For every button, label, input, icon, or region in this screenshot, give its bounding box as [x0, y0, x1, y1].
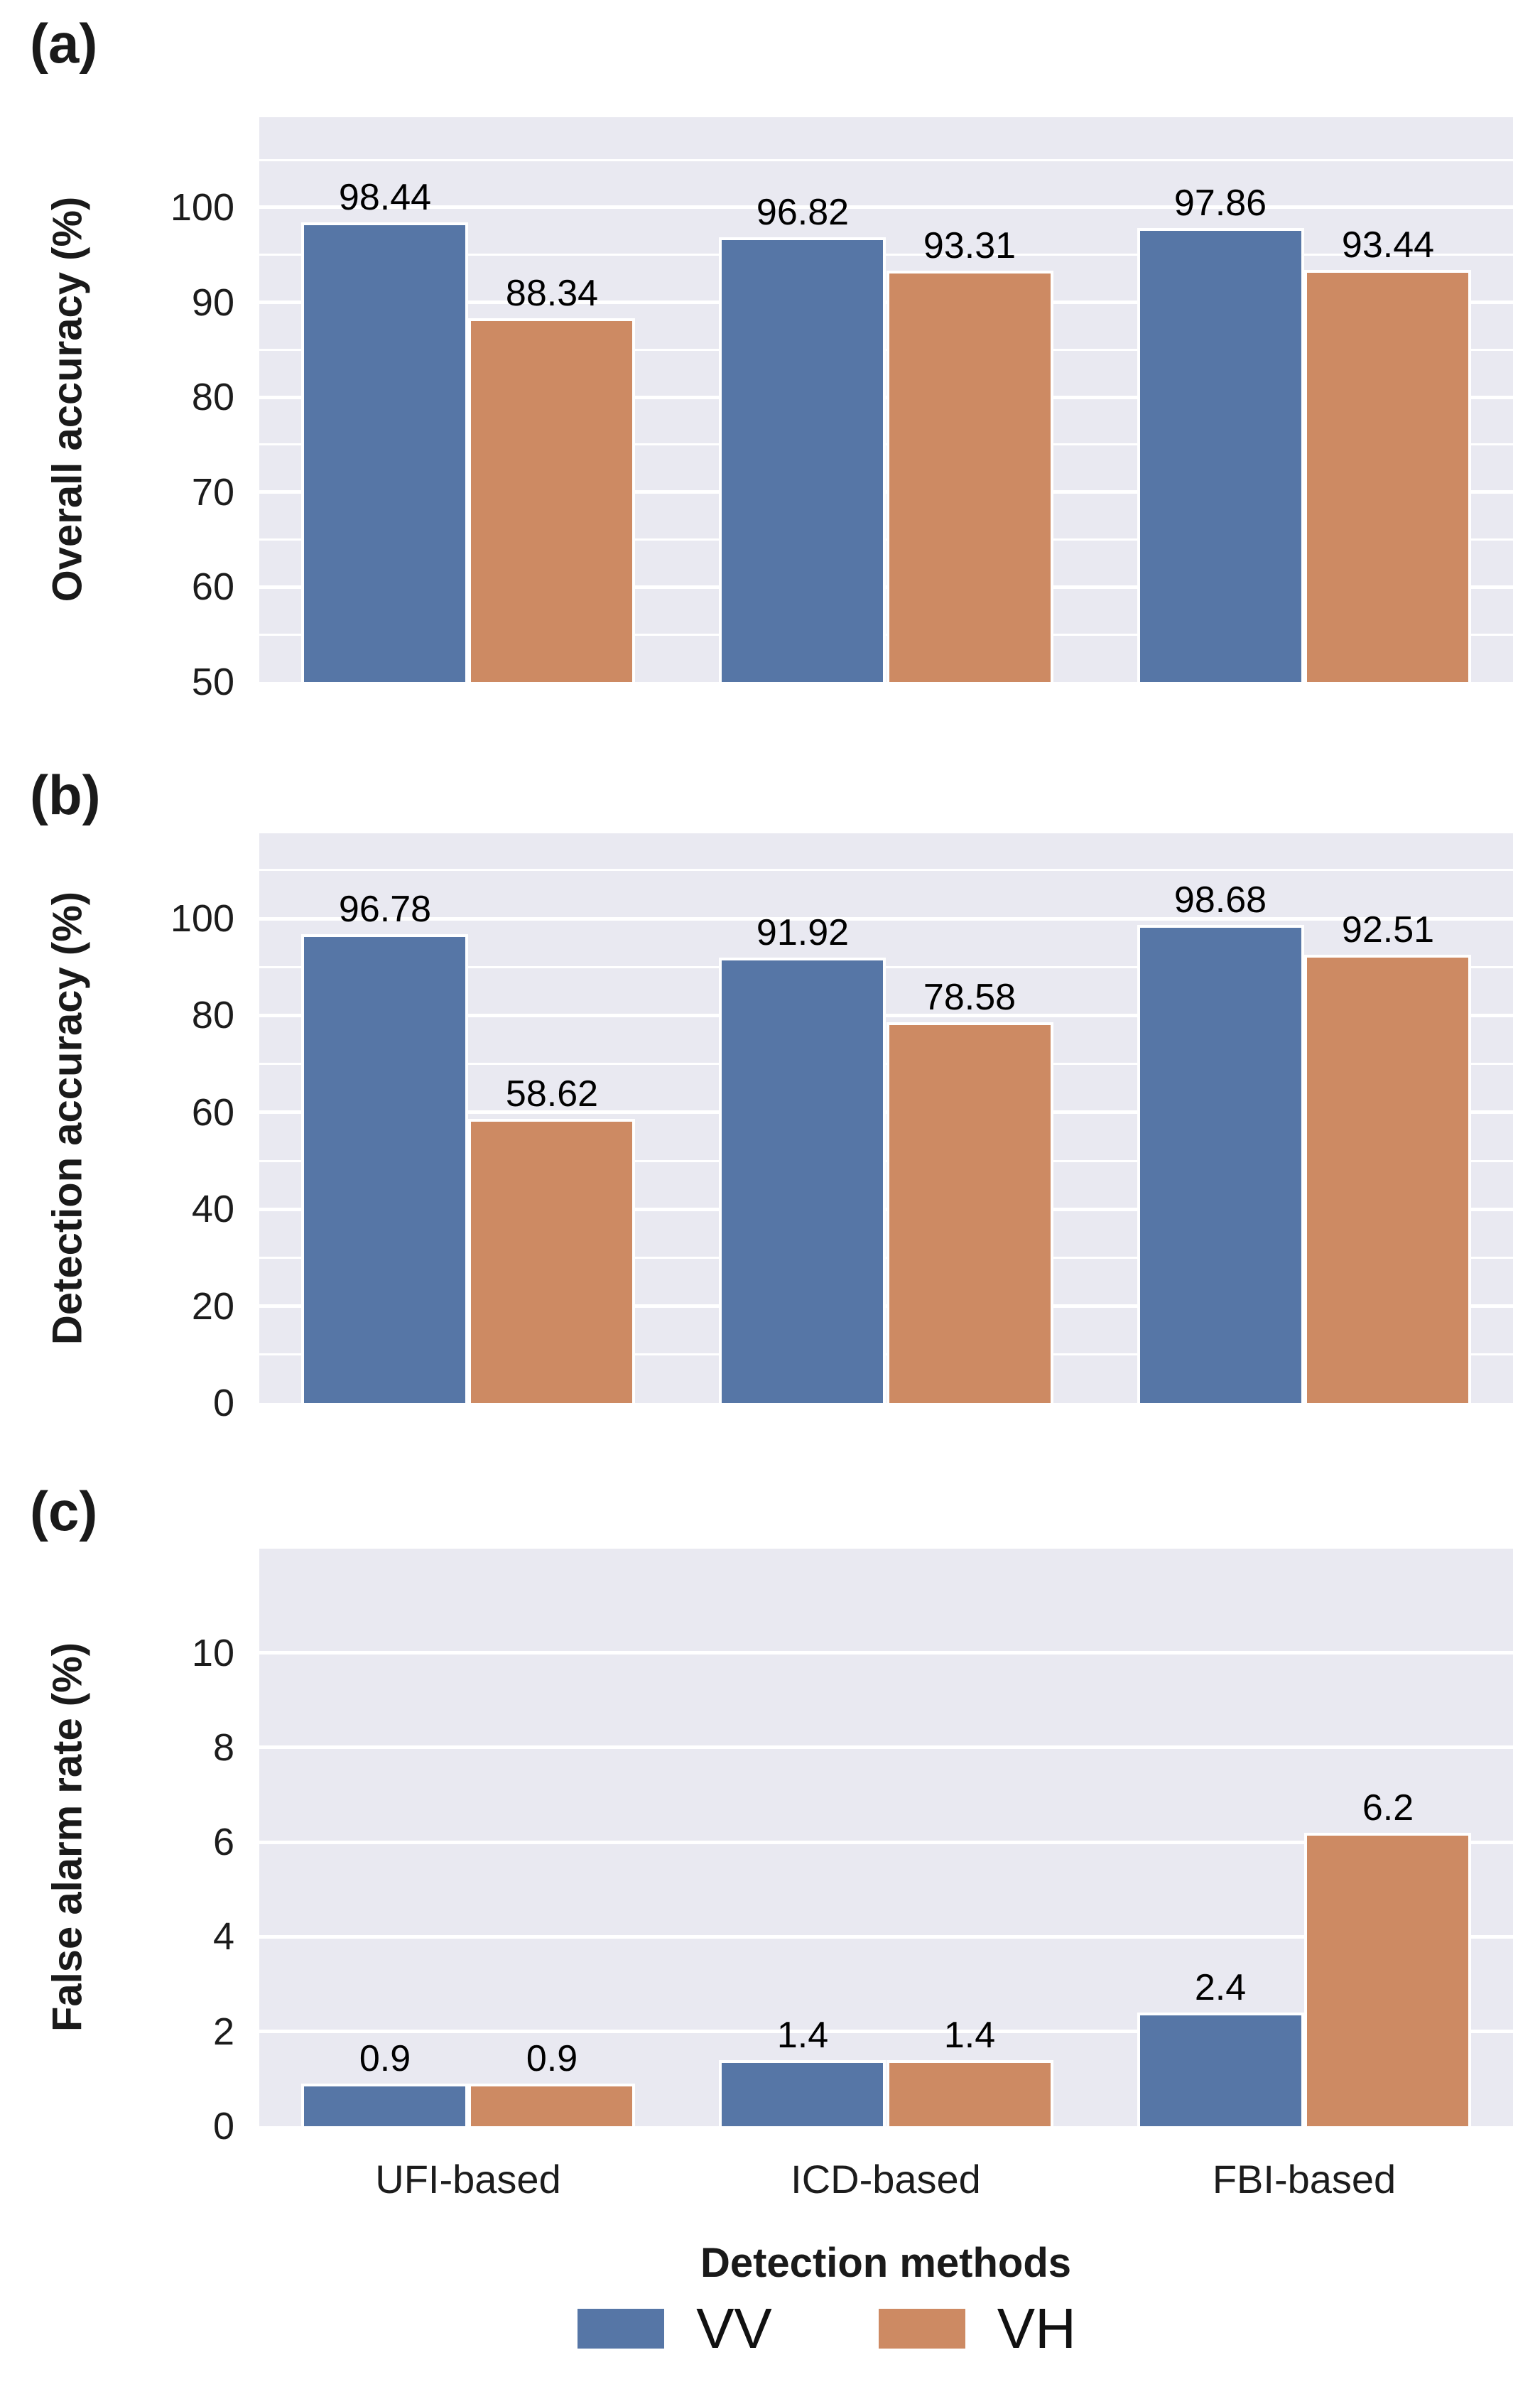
y-tick-label: 0 [212, 2105, 234, 2148]
bar-vv-fbi-based [1137, 228, 1304, 682]
bar-value-label: 0.9 [359, 2038, 411, 2079]
gridline [259, 1935, 1513, 1939]
plot-area-a: 98.44 88.34 96.82 93.31 97.86 93.44 [259, 117, 1513, 682]
bar-value-label: 97.86 [1173, 183, 1267, 224]
bar-vh-fbi-based [1304, 270, 1471, 682]
y-tick-label: 60 [191, 1091, 234, 1134]
bar-vv-icd-based [719, 958, 886, 1403]
bar-value-label: 6.2 [1362, 1787, 1414, 1829]
bar-vh-icd-based [886, 2060, 1053, 2126]
bar-value-label: 93.44 [1341, 224, 1435, 266]
x-axis-label: Detection methods [700, 2240, 1072, 2286]
gridline [259, 443, 1513, 445]
bar-vh-ufi-based [468, 318, 635, 682]
bar-vv-icd-based [719, 237, 886, 682]
y-tick-label: 40 [191, 1188, 234, 1230]
gridline [259, 869, 1513, 871]
gridline [259, 1208, 1513, 1211]
panel-letter-c: (c) [30, 1480, 98, 1542]
bar-value-label: 1.4 [943, 2015, 996, 2056]
y-tick-label: 10 [191, 1632, 234, 1674]
legend-item-vv: VV [578, 2300, 772, 2357]
gridline [259, 1063, 1513, 1065]
gridline [259, 538, 1513, 541]
y-tick-label: 80 [191, 376, 234, 418]
y-tick-label: 6 [212, 1821, 234, 1863]
y-tick-label: 70 [191, 471, 234, 514]
y-tick-label: 50 [191, 661, 234, 703]
gridline [259, 585, 1513, 589]
legend-label-vv: VV [696, 2297, 772, 2360]
gridline [259, 1110, 1513, 1114]
bar-vh-ufi-based [468, 2084, 635, 2126]
gridline [259, 1160, 1513, 1162]
bar-vh-fbi-based [1304, 1833, 1471, 2126]
gridline [259, 1651, 1513, 1655]
bar-vv-ufi-based [301, 222, 468, 682]
plot-area-b: 96.78 58.62 91.92 78.58 98.68 92.51 [259, 833, 1513, 1403]
gridline [259, 2030, 1513, 2033]
bar-value-label: 98.68 [1173, 879, 1267, 921]
plot-area-c: 0.9 0.9 1.4 1.4 2.4 6.2 [259, 1549, 1513, 2126]
bar-value-label: 78.58 [923, 977, 1016, 1018]
bar-value-label: 96.78 [338, 889, 432, 930]
bar-value-label: 98.44 [338, 177, 432, 218]
legend-swatch-vv-icon [578, 2309, 665, 2349]
gridline [259, 917, 1513, 921]
bar-vv-icd-based [719, 2060, 886, 2126]
bar-value-label: 58.62 [505, 1073, 599, 1115]
y-tick-label: 20 [191, 1285, 234, 1328]
y-tick-label: 100 [170, 186, 234, 229]
gridline [259, 396, 1513, 399]
x-tick-label-icd: ICD-based [791, 2157, 981, 2202]
bar-value-label: 91.92 [756, 912, 850, 953]
x-tick-label-fbi: FBI-based [1212, 2157, 1397, 2202]
gridline [259, 490, 1513, 494]
x-tick-label-ufi: UFI-based [375, 2157, 561, 2202]
panel-letter-a: (a) [30, 12, 98, 75]
bar-vh-icd-based [886, 1022, 1053, 1403]
y-tick-label: 80 [191, 994, 234, 1036]
bar-value-label: 2.4 [1194, 1967, 1247, 2008]
legend-label-vh: VH [997, 2297, 1076, 2360]
gridline [259, 1745, 1513, 1749]
y-tick-label: 2 [212, 2010, 234, 2053]
y-tick-label: 100 [170, 897, 234, 940]
gridline [259, 159, 1513, 161]
gridline [259, 205, 1513, 209]
gridline [259, 349, 1513, 351]
bar-value-label: 93.31 [923, 225, 1016, 266]
gridline [259, 1304, 1513, 1308]
gridline [259, 300, 1513, 304]
bar-vh-fbi-based [1304, 955, 1471, 1403]
bar-vv-ufi-based [301, 934, 468, 1403]
bar-vv-fbi-based [1137, 2013, 1304, 2126]
gridline [259, 1257, 1513, 1259]
y-tick-label: 4 [212, 1915, 234, 1958]
bar-value-label: 1.4 [776, 2015, 829, 2056]
legend-item-vh: VH [878, 2297, 1076, 2360]
y-tick-label: 8 [212, 1726, 234, 1769]
bar-vh-ufi-based [468, 1119, 635, 1403]
bar-vv-fbi-based [1137, 925, 1304, 1403]
panel-letter-b: (b) [30, 764, 101, 826]
bar-value-label: 88.34 [505, 273, 599, 314]
gridline [259, 1841, 1513, 1844]
gridline [259, 1353, 1513, 1355]
gridline [259, 1014, 1513, 1017]
gridline [259, 254, 1513, 256]
gridline [259, 966, 1513, 968]
bar-vh-icd-based [886, 271, 1053, 682]
bar-value-label: 96.82 [756, 192, 850, 233]
y-tick-label: 60 [191, 565, 234, 608]
gridline [259, 634, 1513, 636]
bar-value-label: 0.9 [526, 2038, 578, 2079]
bar-vv-ufi-based [301, 2084, 468, 2126]
y-tick-label: 90 [191, 281, 234, 324]
legend: VV VH [57, 2300, 1540, 2357]
y-tick-label: 0 [212, 1382, 234, 1424]
legend-swatch-vh-icon [878, 2309, 965, 2349]
bar-value-label: 92.51 [1341, 909, 1435, 951]
